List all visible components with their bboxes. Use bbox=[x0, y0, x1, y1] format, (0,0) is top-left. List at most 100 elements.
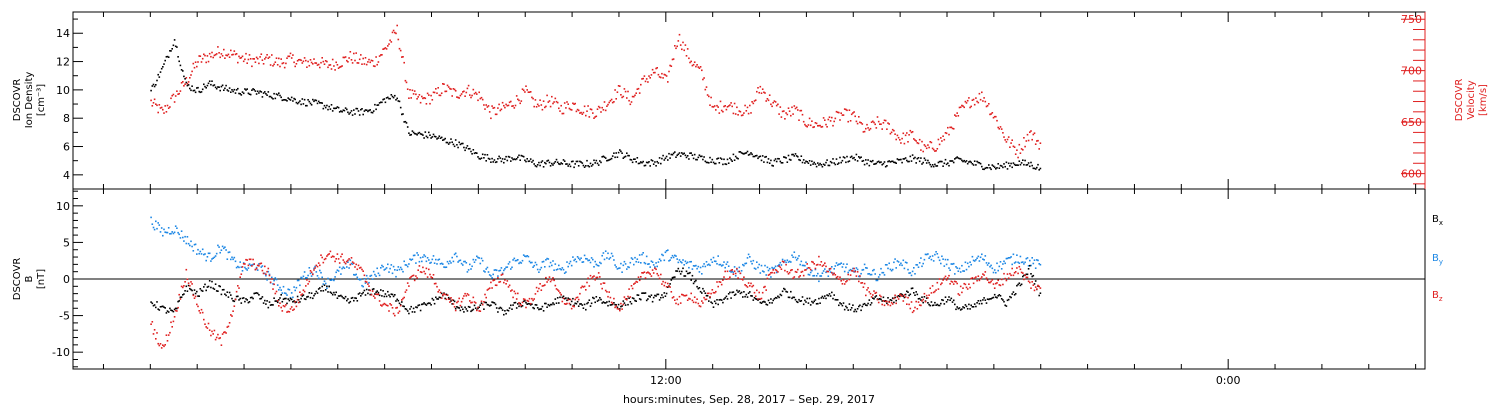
velocity-point bbox=[437, 87, 439, 89]
bz-point bbox=[984, 271, 987, 273]
bz-point bbox=[281, 310, 284, 312]
velocity-point bbox=[219, 56, 221, 59]
bz-point bbox=[296, 298, 299, 301]
by-point bbox=[411, 258, 414, 261]
bx-point bbox=[821, 295, 824, 298]
by-point bbox=[487, 271, 490, 273]
bz-point bbox=[897, 298, 900, 300]
bx-point bbox=[213, 288, 216, 290]
bz-point bbox=[759, 298, 762, 300]
bz-point bbox=[1027, 280, 1030, 283]
bx-point bbox=[511, 308, 513, 310]
by-point bbox=[153, 228, 156, 231]
bz-point bbox=[904, 296, 907, 298]
by-point bbox=[634, 256, 636, 259]
velocity-point bbox=[972, 98, 975, 101]
bx-point bbox=[532, 306, 534, 309]
density-point bbox=[949, 160, 951, 162]
density-point bbox=[435, 136, 437, 138]
bx-point bbox=[866, 304, 868, 307]
bz-point bbox=[920, 304, 922, 307]
bx-point bbox=[935, 304, 937, 306]
velocity-point bbox=[962, 105, 964, 107]
velocity-point bbox=[525, 85, 527, 87]
velocity-point bbox=[565, 107, 567, 109]
velocity-point bbox=[406, 88, 409, 90]
bx-point bbox=[839, 302, 841, 304]
by-point bbox=[396, 269, 398, 271]
velocity-point bbox=[544, 106, 546, 109]
bx-point bbox=[841, 304, 844, 307]
velocity-point bbox=[644, 80, 647, 83]
bz-point bbox=[887, 303, 889, 306]
by-point bbox=[439, 263, 442, 265]
by-point bbox=[310, 275, 313, 277]
velocity-point bbox=[466, 87, 469, 90]
by-point bbox=[934, 253, 936, 256]
bz-point bbox=[817, 263, 819, 266]
bx-point bbox=[724, 297, 726, 299]
density-point bbox=[394, 94, 396, 97]
bz-point bbox=[289, 308, 292, 310]
density-point bbox=[787, 154, 790, 157]
density-point bbox=[561, 163, 564, 165]
bz-point bbox=[275, 290, 278, 293]
by-point bbox=[210, 260, 212, 262]
velocity-point bbox=[295, 63, 298, 65]
bx-point bbox=[581, 304, 584, 306]
density-point bbox=[595, 159, 598, 162]
velocity-point bbox=[775, 104, 778, 107]
bz-point bbox=[424, 272, 427, 275]
bx-point bbox=[515, 307, 518, 309]
by-point bbox=[308, 267, 311, 269]
bz-point bbox=[1037, 284, 1039, 287]
velocity-point bbox=[894, 133, 896, 135]
by-point bbox=[704, 265, 707, 268]
density-point bbox=[759, 155, 762, 158]
bx-point bbox=[623, 302, 626, 304]
by-point bbox=[616, 268, 619, 270]
velocity-point bbox=[268, 56, 271, 58]
velocity-point bbox=[996, 119, 998, 122]
by-point bbox=[179, 237, 182, 239]
density-point bbox=[607, 159, 609, 162]
density-point bbox=[491, 157, 493, 160]
by-point bbox=[733, 266, 736, 268]
bz-point bbox=[727, 278, 730, 280]
velocity-point bbox=[545, 105, 547, 108]
bx-point bbox=[418, 304, 421, 306]
by-point bbox=[679, 261, 682, 263]
bx-point bbox=[705, 294, 708, 297]
bz-point bbox=[586, 281, 588, 284]
density-point bbox=[424, 131, 427, 133]
bz-point bbox=[196, 303, 198, 306]
bz-point bbox=[773, 272, 776, 274]
bx-point bbox=[330, 292, 333, 294]
bx-point bbox=[389, 295, 391, 298]
velocity-point bbox=[965, 102, 968, 104]
bx-point bbox=[652, 296, 655, 299]
density-point bbox=[710, 161, 712, 163]
density-point bbox=[256, 90, 259, 93]
bz-point bbox=[736, 267, 738, 270]
bx-point bbox=[1014, 293, 1017, 295]
velocity-point bbox=[761, 88, 764, 90]
bx-point bbox=[198, 295, 200, 297]
by-point bbox=[935, 251, 937, 253]
velocity-point bbox=[681, 48, 683, 51]
bz-point bbox=[845, 281, 847, 283]
by-point bbox=[395, 275, 397, 278]
by-point bbox=[692, 265, 695, 267]
velocity-point bbox=[852, 112, 854, 114]
by-point bbox=[685, 262, 688, 265]
by-point bbox=[425, 260, 428, 263]
by-point bbox=[377, 272, 380, 275]
velocity-point bbox=[779, 106, 782, 108]
density-point bbox=[822, 163, 825, 166]
bx-point bbox=[958, 307, 961, 309]
bz-point bbox=[758, 291, 760, 294]
density-point bbox=[806, 161, 808, 163]
by-point bbox=[192, 250, 195, 252]
by-point bbox=[717, 255, 719, 257]
bx-point bbox=[873, 298, 875, 300]
